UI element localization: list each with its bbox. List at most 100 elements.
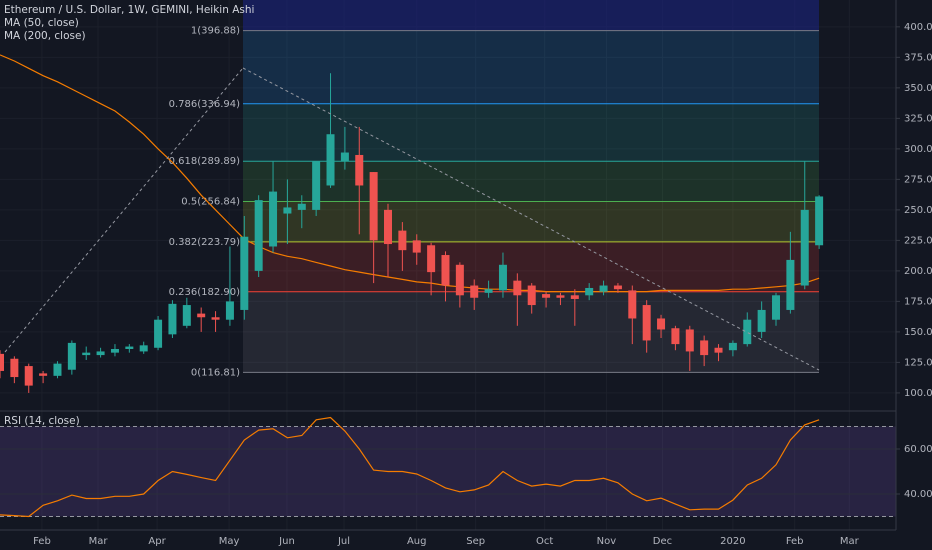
candle-body	[700, 340, 709, 356]
fib-zone	[243, 103, 819, 162]
fib-label: 0.618(289.89)	[169, 156, 241, 167]
candle-body	[714, 347, 723, 353]
candle-body	[10, 358, 19, 378]
fib-label: 1(396.88)	[191, 26, 240, 37]
candle-body	[642, 305, 651, 341]
fib-top-band	[243, 0, 819, 31]
y-tick-label: 400.00	[904, 22, 932, 33]
fib-zone	[243, 241, 819, 292]
candle-body	[585, 287, 594, 296]
candle-body	[441, 255, 450, 286]
candle-body	[39, 373, 48, 376]
candle-body	[599, 285, 608, 292]
y-tick-label: 225.00	[904, 235, 932, 246]
y-tick-label: 60.00	[904, 444, 932, 455]
candle-body	[340, 152, 349, 162]
candle-body	[498, 264, 507, 291]
fib-label: 0.236(182.90)	[169, 287, 241, 298]
candle-body	[139, 345, 148, 352]
legend-entry: MA (200, close)	[4, 30, 86, 42]
x-tick-label: Oct	[536, 536, 553, 547]
candle-body	[513, 280, 522, 296]
y-tick-label: 150.00	[904, 327, 932, 338]
candle-body	[671, 328, 680, 345]
candle-body	[815, 196, 824, 246]
candle-body	[613, 285, 622, 290]
x-tick-label: 2020	[720, 536, 745, 547]
y-tick-label: 325.00	[904, 113, 932, 124]
candle-body	[470, 285, 479, 298]
candle-body	[570, 295, 579, 299]
candle-body	[384, 209, 393, 245]
y-tick-label: 100.00	[904, 388, 932, 399]
x-tick-label: Aug	[407, 536, 427, 547]
y-tick-label: 200.00	[904, 266, 932, 277]
x-tick-label: Nov	[597, 536, 617, 547]
candle-body	[757, 309, 766, 332]
x-tick-label: Sep	[466, 536, 485, 547]
fib-zone	[243, 201, 819, 242]
x-tick-label: Feb	[786, 536, 804, 547]
candle-body	[800, 209, 809, 286]
fib-zone	[243, 30, 819, 104]
legend-entry: MA (50, close)	[4, 17, 79, 29]
candle-body	[312, 161, 321, 210]
candle-body	[225, 301, 234, 320]
rsi-line	[0, 416, 820, 518]
y-tick-label: 250.00	[904, 205, 932, 216]
candle-body	[24, 366, 33, 386]
fib-label: 0(116.81)	[191, 367, 240, 378]
candle-body	[369, 172, 378, 241]
candle-body	[269, 191, 278, 247]
candle-body	[197, 313, 206, 318]
x-tick-label: Jun	[278, 536, 295, 547]
candle-body	[412, 240, 421, 253]
candle-body	[211, 317, 220, 320]
fib-label: 0.786(336.94)	[169, 99, 241, 110]
fib-label: 0.382(223.79)	[169, 237, 241, 248]
candle-body	[240, 236, 249, 310]
candle-body	[398, 230, 407, 251]
candle-body	[125, 346, 134, 349]
candle-body	[527, 285, 536, 306]
fib-zone	[243, 291, 819, 373]
candle-body	[154, 319, 163, 348]
candle-body	[0, 353, 4, 371]
candle-body	[283, 207, 292, 214]
candle-body	[254, 200, 263, 271]
candle-body	[556, 295, 565, 298]
candle-body	[67, 342, 76, 370]
candle-body	[427, 245, 436, 273]
candle-body	[772, 295, 781, 320]
candle-body	[53, 363, 62, 376]
y-tick-label: 350.00	[904, 83, 932, 94]
fib-zone	[243, 161, 819, 202]
y-tick-label: 175.00	[904, 296, 932, 307]
chart-title: Ethereum / U.S. Dollar, 1W, GEMINI, Heik…	[4, 4, 254, 16]
y-tick-label: 300.00	[904, 144, 932, 155]
x-tick-label: Dec	[653, 536, 672, 547]
candle-body	[484, 289, 493, 293]
x-tick-label: Mar	[840, 536, 860, 547]
x-tick-label: Jul	[337, 536, 350, 547]
candle-body	[297, 203, 306, 210]
y-tick-label: 275.00	[904, 174, 932, 185]
x-tick-label: Apr	[148, 536, 166, 547]
x-tick-label: Mar	[89, 536, 109, 547]
fib-label: 0.5(256.84)	[181, 197, 240, 208]
y-tick-label: 40.00	[904, 489, 932, 500]
trend-line	[242, 67, 820, 371]
candle-body	[728, 342, 737, 351]
candle-body	[168, 303, 177, 335]
candle-body	[743, 319, 752, 345]
ma-line	[0, 54, 820, 293]
x-tick-label: May	[219, 536, 240, 547]
y-tick-label: 375.00	[904, 52, 932, 63]
candle-body	[657, 318, 666, 330]
candle-body	[628, 290, 637, 319]
candle-body	[326, 134, 335, 186]
candle-body	[786, 259, 795, 310]
rsi-title: RSI (14, close)	[4, 415, 80, 427]
candle-body	[110, 348, 119, 353]
